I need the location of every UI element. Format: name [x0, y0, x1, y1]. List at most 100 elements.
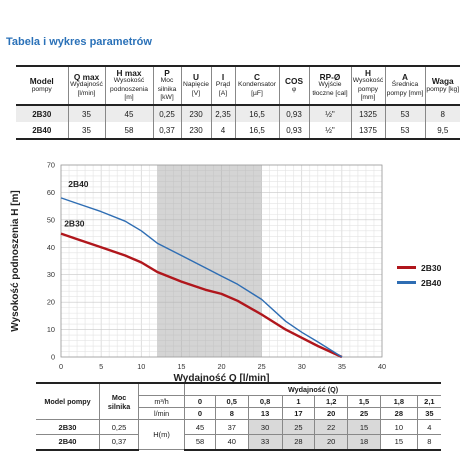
param-header-sub: Wysokość podnoszenia [m] — [110, 77, 148, 101]
perf-q-m3h: 1 — [281, 395, 316, 408]
perf-power: 0,37 — [99, 434, 139, 451]
param-header-main: I — [221, 71, 225, 82]
x-tick-label: 40 — [378, 362, 386, 371]
param-header-main: H max — [116, 67, 142, 78]
perf-h-value: 8 — [416, 434, 441, 451]
page-title: Tabela i wykres parametrów — [6, 36, 152, 48]
param-header-cell: I Prąd [A] — [210, 65, 236, 106]
y-tick-label: 70 — [47, 161, 55, 170]
shaded-range — [157, 165, 262, 357]
param-cell: 45 — [104, 105, 154, 122]
parameters-header-row: Model pompy Q max Wydajność [l/min] H max Wys… — [16, 65, 460, 106]
legend-label-2b30: 2B30 — [421, 262, 442, 273]
perf-q-lmin: 20 — [314, 407, 349, 420]
param-header-cell: Waga pompy [kg] — [424, 65, 460, 106]
param-cell: 53 — [384, 105, 426, 122]
perf-h-value: 58 — [184, 434, 216, 451]
series-line-2b40 — [60, 197, 343, 358]
x-tick-label: 5 — [99, 362, 103, 371]
param-header-cell: Model pompy — [16, 65, 69, 106]
perf-header-model: Model pompy — [36, 382, 101, 420]
param-header-cell: U Napięcie [V] — [180, 65, 212, 106]
x-axis-label: Wydajność Q [l/min] — [174, 373, 270, 384]
perf-header-row: Model pompy Moc silnika Wydajność (Q) — [36, 382, 441, 420]
param-header-main: COS — [285, 76, 303, 86]
perf-model: 2B30 — [36, 419, 101, 435]
param-header-main: RP-Ø — [319, 71, 341, 82]
param-cell: 0,93 — [278, 105, 310, 122]
perf-q-lmin: 35 — [416, 407, 441, 420]
perf-h-value: 40 — [214, 434, 249, 451]
plot-frame — [60, 164, 383, 358]
param-header-cell: A Średnica pompy [mm] — [384, 65, 426, 106]
param-header-sub: pompy [kg] — [426, 85, 460, 93]
perf-h-value: 15 — [379, 434, 418, 451]
x-tick-label: 20 — [217, 362, 225, 371]
param-cell: 1375 — [350, 122, 386, 140]
y-tick-label: 30 — [47, 270, 55, 279]
chart-axes — [60, 164, 383, 358]
perf-model: 2B40 — [36, 434, 101, 451]
param-header-cell: Q max Wydajność [l/min] — [67, 65, 106, 106]
x-tick-label: 10 — [137, 362, 145, 371]
param-header-sub: Wydajność [l/min] — [70, 81, 103, 97]
perf-q-lmin: 25 — [347, 407, 381, 420]
x-tick-label: 35 — [338, 362, 346, 371]
param-cell: 230 — [180, 122, 212, 140]
param-header-sub: Średnica pompy [mm] — [386, 81, 424, 97]
perf-h-value: 45 — [184, 419, 216, 435]
x-tick-label: 25 — [258, 362, 266, 371]
param-row: 2B40 35 58 0,37 230 4 16,5 0,93 ½" 1375 53 9,5 — [16, 122, 460, 140]
param-cell: 0,25 — [152, 105, 182, 122]
param-header-sub: pompy — [31, 85, 52, 93]
param-header-main: Waga — [431, 76, 454, 86]
param-header-cell: P Moc silnika [kW] — [152, 65, 182, 106]
perf-unit-lmin: l/min — [137, 407, 186, 420]
x-tick-label: 30 — [298, 362, 306, 371]
param-header-main: C — [254, 71, 260, 82]
series-label-2b30: 2B30 — [64, 219, 85, 229]
perf-h-value: 37 — [214, 419, 249, 435]
param-header-sub: Wyjście tłoczne [cal] — [312, 81, 348, 97]
perf-h-value: 28 — [281, 434, 316, 451]
perf-data-row: 2B40 0,37 58 40 33 28 20 18 15 8 — [36, 434, 441, 451]
param-header-cell: H Wysokość pompy [mm] — [350, 65, 386, 106]
legend-swatch-2b40 — [397, 281, 416, 284]
perf-row-m3h: m³/h 0 0,5 0,8 1 1,2 1,5 1,8 2,1 — [36, 395, 441, 408]
x-tick-label: 15 — [177, 362, 185, 371]
perf-h-value: 22 — [314, 419, 349, 435]
perf-q-lmin: 0 — [184, 407, 216, 420]
perf-q-m3h: 0 — [184, 395, 216, 408]
y-axis-label: Wysokość podnoszenia H [m] — [10, 190, 21, 332]
param-header-main: Q max — [73, 71, 100, 82]
perf-h-value: 30 — [247, 419, 283, 435]
param-header-main: A — [402, 71, 408, 82]
param-cell: 16,5 — [234, 105, 280, 122]
legend-label-2b40: 2B40 — [421, 277, 442, 288]
perf-h-value: 25 — [281, 419, 316, 435]
y-tick-labels: 0 10 20 30 40 50 60 70 — [47, 161, 55, 362]
perf-h-value: 15 — [347, 419, 381, 435]
param-cell: 2,35 — [210, 105, 236, 122]
legend-swatch-2b30 — [397, 266, 416, 269]
param-header-cell: C Kondensator [µF] — [234, 65, 280, 106]
legend-item-2b40: 2B40 — [397, 275, 441, 290]
perf-header-blank — [137, 382, 186, 396]
param-header-sub: φ — [291, 85, 297, 93]
param-header-sub: Prąd [A] — [215, 81, 231, 97]
param-cell: ½" — [308, 105, 352, 122]
series-line-2b30 — [60, 232, 343, 359]
perf-q-lmin: 28 — [379, 407, 418, 420]
perf-q-m3h: 0,5 — [214, 395, 249, 408]
y-tick-label: 50 — [47, 215, 55, 224]
param-header-cell: H max Wysokość podnoszenia [m] — [104, 65, 154, 106]
x-tick-label: 0 — [59, 362, 63, 371]
y-tick-label: 0 — [51, 353, 55, 362]
y-tick-label: 40 — [47, 243, 55, 252]
param-header-cell: RP-Ø Wyjście tłoczne [cal] — [308, 65, 352, 106]
param-cell: 9,5 — [424, 122, 460, 140]
param-cell: 1325 — [350, 105, 386, 122]
perf-h-value: 18 — [347, 434, 381, 451]
perf-h-value: 10 — [379, 419, 418, 435]
chart-legend: 2B30 2B40 — [397, 260, 441, 290]
